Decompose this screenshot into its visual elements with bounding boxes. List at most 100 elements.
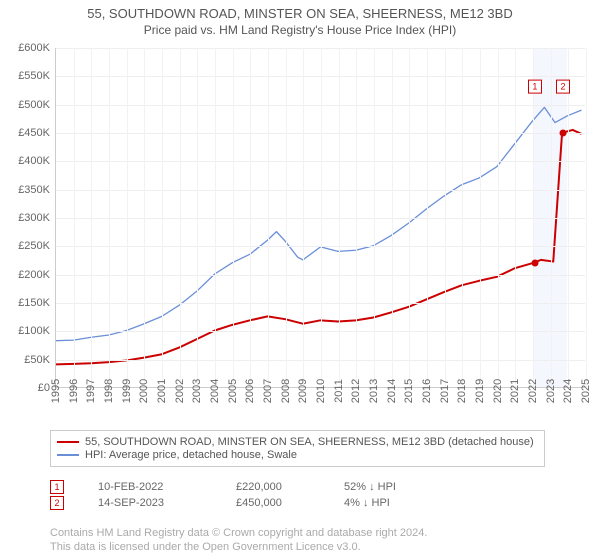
y-axis-label: £150K: [18, 297, 50, 309]
y-axis-label: £450K: [18, 127, 50, 139]
transaction-table: 1 10-FEB-2022 £220,000 52% ↓ HPI 2 14-SE…: [50, 478, 444, 512]
y-axis-label: £50K: [24, 354, 50, 366]
grid-line: [533, 48, 534, 387]
grid-line: [233, 48, 234, 387]
x-axis-label: 2014: [386, 379, 398, 403]
x-axis-label: 2024: [562, 379, 574, 403]
row-marker-box: 2: [50, 496, 64, 510]
x-axis-label: 1998: [103, 379, 115, 403]
x-axis-label: 1999: [121, 379, 133, 403]
y-axis-label: £350K: [18, 184, 50, 196]
plot-area: £0£50K£100K£150K£200K£250K£300K£350K£400…: [55, 48, 585, 388]
x-axis-label: 2015: [403, 379, 415, 403]
chart-title: 55, SOUTHDOWN ROAD, MINSTER ON SEA, SHEE…: [0, 6, 600, 21]
grid-line: [180, 48, 181, 387]
x-axis-label: 2023: [545, 379, 557, 403]
grid-line: [215, 48, 216, 387]
x-axis-label: 2020: [492, 379, 504, 403]
grid-line: [445, 48, 446, 387]
x-axis-label: 2013: [368, 379, 380, 403]
legend: 55, SOUTHDOWN ROAD, MINSTER ON SEA, SHEE…: [50, 430, 545, 467]
x-axis-label: 2022: [527, 379, 539, 403]
footer-line: Contains HM Land Registry data © Crown c…: [50, 526, 427, 540]
table-row: 2 14-SEP-2023 £450,000 4% ↓ HPI: [50, 496, 444, 510]
chart-container: 55, SOUTHDOWN ROAD, MINSTER ON SEA, SHEE…: [0, 0, 600, 560]
grid-line: [462, 48, 463, 387]
row-date: 14-SEP-2023: [98, 497, 208, 509]
x-axis-label: 2004: [209, 379, 221, 403]
grid-line: [91, 48, 92, 387]
x-axis-label: 2012: [350, 379, 362, 403]
grid-line: [586, 48, 587, 387]
x-axis-label: 2016: [421, 379, 433, 403]
x-axis-label: 2025: [580, 379, 592, 403]
legend-swatch-hpi: [57, 454, 79, 456]
grid-line: [144, 48, 145, 387]
x-axis-label: 2006: [244, 379, 256, 403]
legend-row: 55, SOUTHDOWN ROAD, MINSTER ON SEA, SHEE…: [57, 436, 534, 448]
line-hpi: [56, 107, 581, 340]
x-axis-label: 1997: [85, 379, 97, 403]
grid-line: [498, 48, 499, 387]
y-axis-label: £500K: [18, 99, 50, 111]
x-axis-label: 2005: [227, 379, 239, 403]
row-delta: 52% ↓ HPI: [344, 481, 444, 493]
sale-point-dot: [560, 130, 567, 137]
grid-line: [127, 48, 128, 387]
grid-line: [409, 48, 410, 387]
grid-line: [268, 48, 269, 387]
x-axis-label: 2008: [280, 379, 292, 403]
grid-line: [392, 48, 393, 387]
y-axis-label: £600K: [18, 42, 50, 54]
sale-point-dot: [531, 260, 538, 267]
grid-line: [568, 48, 569, 387]
row-marker-box: 1: [50, 480, 64, 494]
footer: Contains HM Land Registry data © Crown c…: [50, 526, 427, 555]
x-axis-label: 2011: [333, 379, 345, 403]
x-axis-label: 2017: [439, 379, 451, 403]
sale-marker-box: 2: [556, 79, 570, 93]
grid-line: [339, 48, 340, 387]
table-row: 1 10-FEB-2022 £220,000 52% ↓ HPI: [50, 480, 444, 494]
grid-line: [250, 48, 251, 387]
y-axis-label: £400K: [18, 155, 50, 167]
x-axis-label: 2001: [156, 379, 168, 403]
grid-line: [515, 48, 516, 387]
chart-titles: 55, SOUTHDOWN ROAD, MINSTER ON SEA, SHEE…: [0, 0, 600, 37]
chart-subtitle: Price paid vs. HM Land Registry's House …: [0, 23, 600, 37]
x-axis-label: 2002: [174, 379, 186, 403]
x-axis-label: 2018: [456, 379, 468, 403]
row-price: £220,000: [236, 481, 316, 493]
grid-line: [480, 48, 481, 387]
grid-line: [427, 48, 428, 387]
x-axis-label: 2009: [297, 379, 309, 403]
grid-line: [197, 48, 198, 387]
grid-line: [551, 48, 552, 387]
x-axis-label: 2000: [138, 379, 150, 403]
x-axis-label: 2019: [474, 379, 486, 403]
row-price: £450,000: [236, 497, 316, 509]
grid-line: [162, 48, 163, 387]
y-axis-label: £250K: [18, 240, 50, 252]
grid-line: [374, 48, 375, 387]
row-delta: 4% ↓ HPI: [344, 497, 444, 509]
sale-marker-box: 1: [528, 79, 542, 93]
y-axis-label: £200K: [18, 269, 50, 281]
legend-label: 55, SOUTHDOWN ROAD, MINSTER ON SEA, SHEE…: [85, 436, 534, 448]
y-axis-label: £550K: [18, 70, 50, 82]
y-axis-label: £0: [38, 382, 50, 394]
x-axis-label: 1996: [68, 379, 80, 403]
x-axis-label: 2010: [315, 379, 327, 403]
grid-line: [109, 48, 110, 387]
grid-line: [356, 48, 357, 387]
x-axis-label: 2003: [191, 379, 203, 403]
footer-line: This data is licensed under the Open Gov…: [50, 540, 427, 554]
grid-line: [286, 48, 287, 387]
x-axis-label: 2007: [262, 379, 274, 403]
x-axis-label: 2021: [509, 379, 521, 403]
grid-line: [321, 48, 322, 387]
grid-line: [74, 48, 75, 387]
legend-label: HPI: Average price, detached house, Swal…: [85, 449, 297, 461]
y-axis-label: £100K: [18, 325, 50, 337]
legend-swatch-price-paid: [57, 441, 79, 443]
